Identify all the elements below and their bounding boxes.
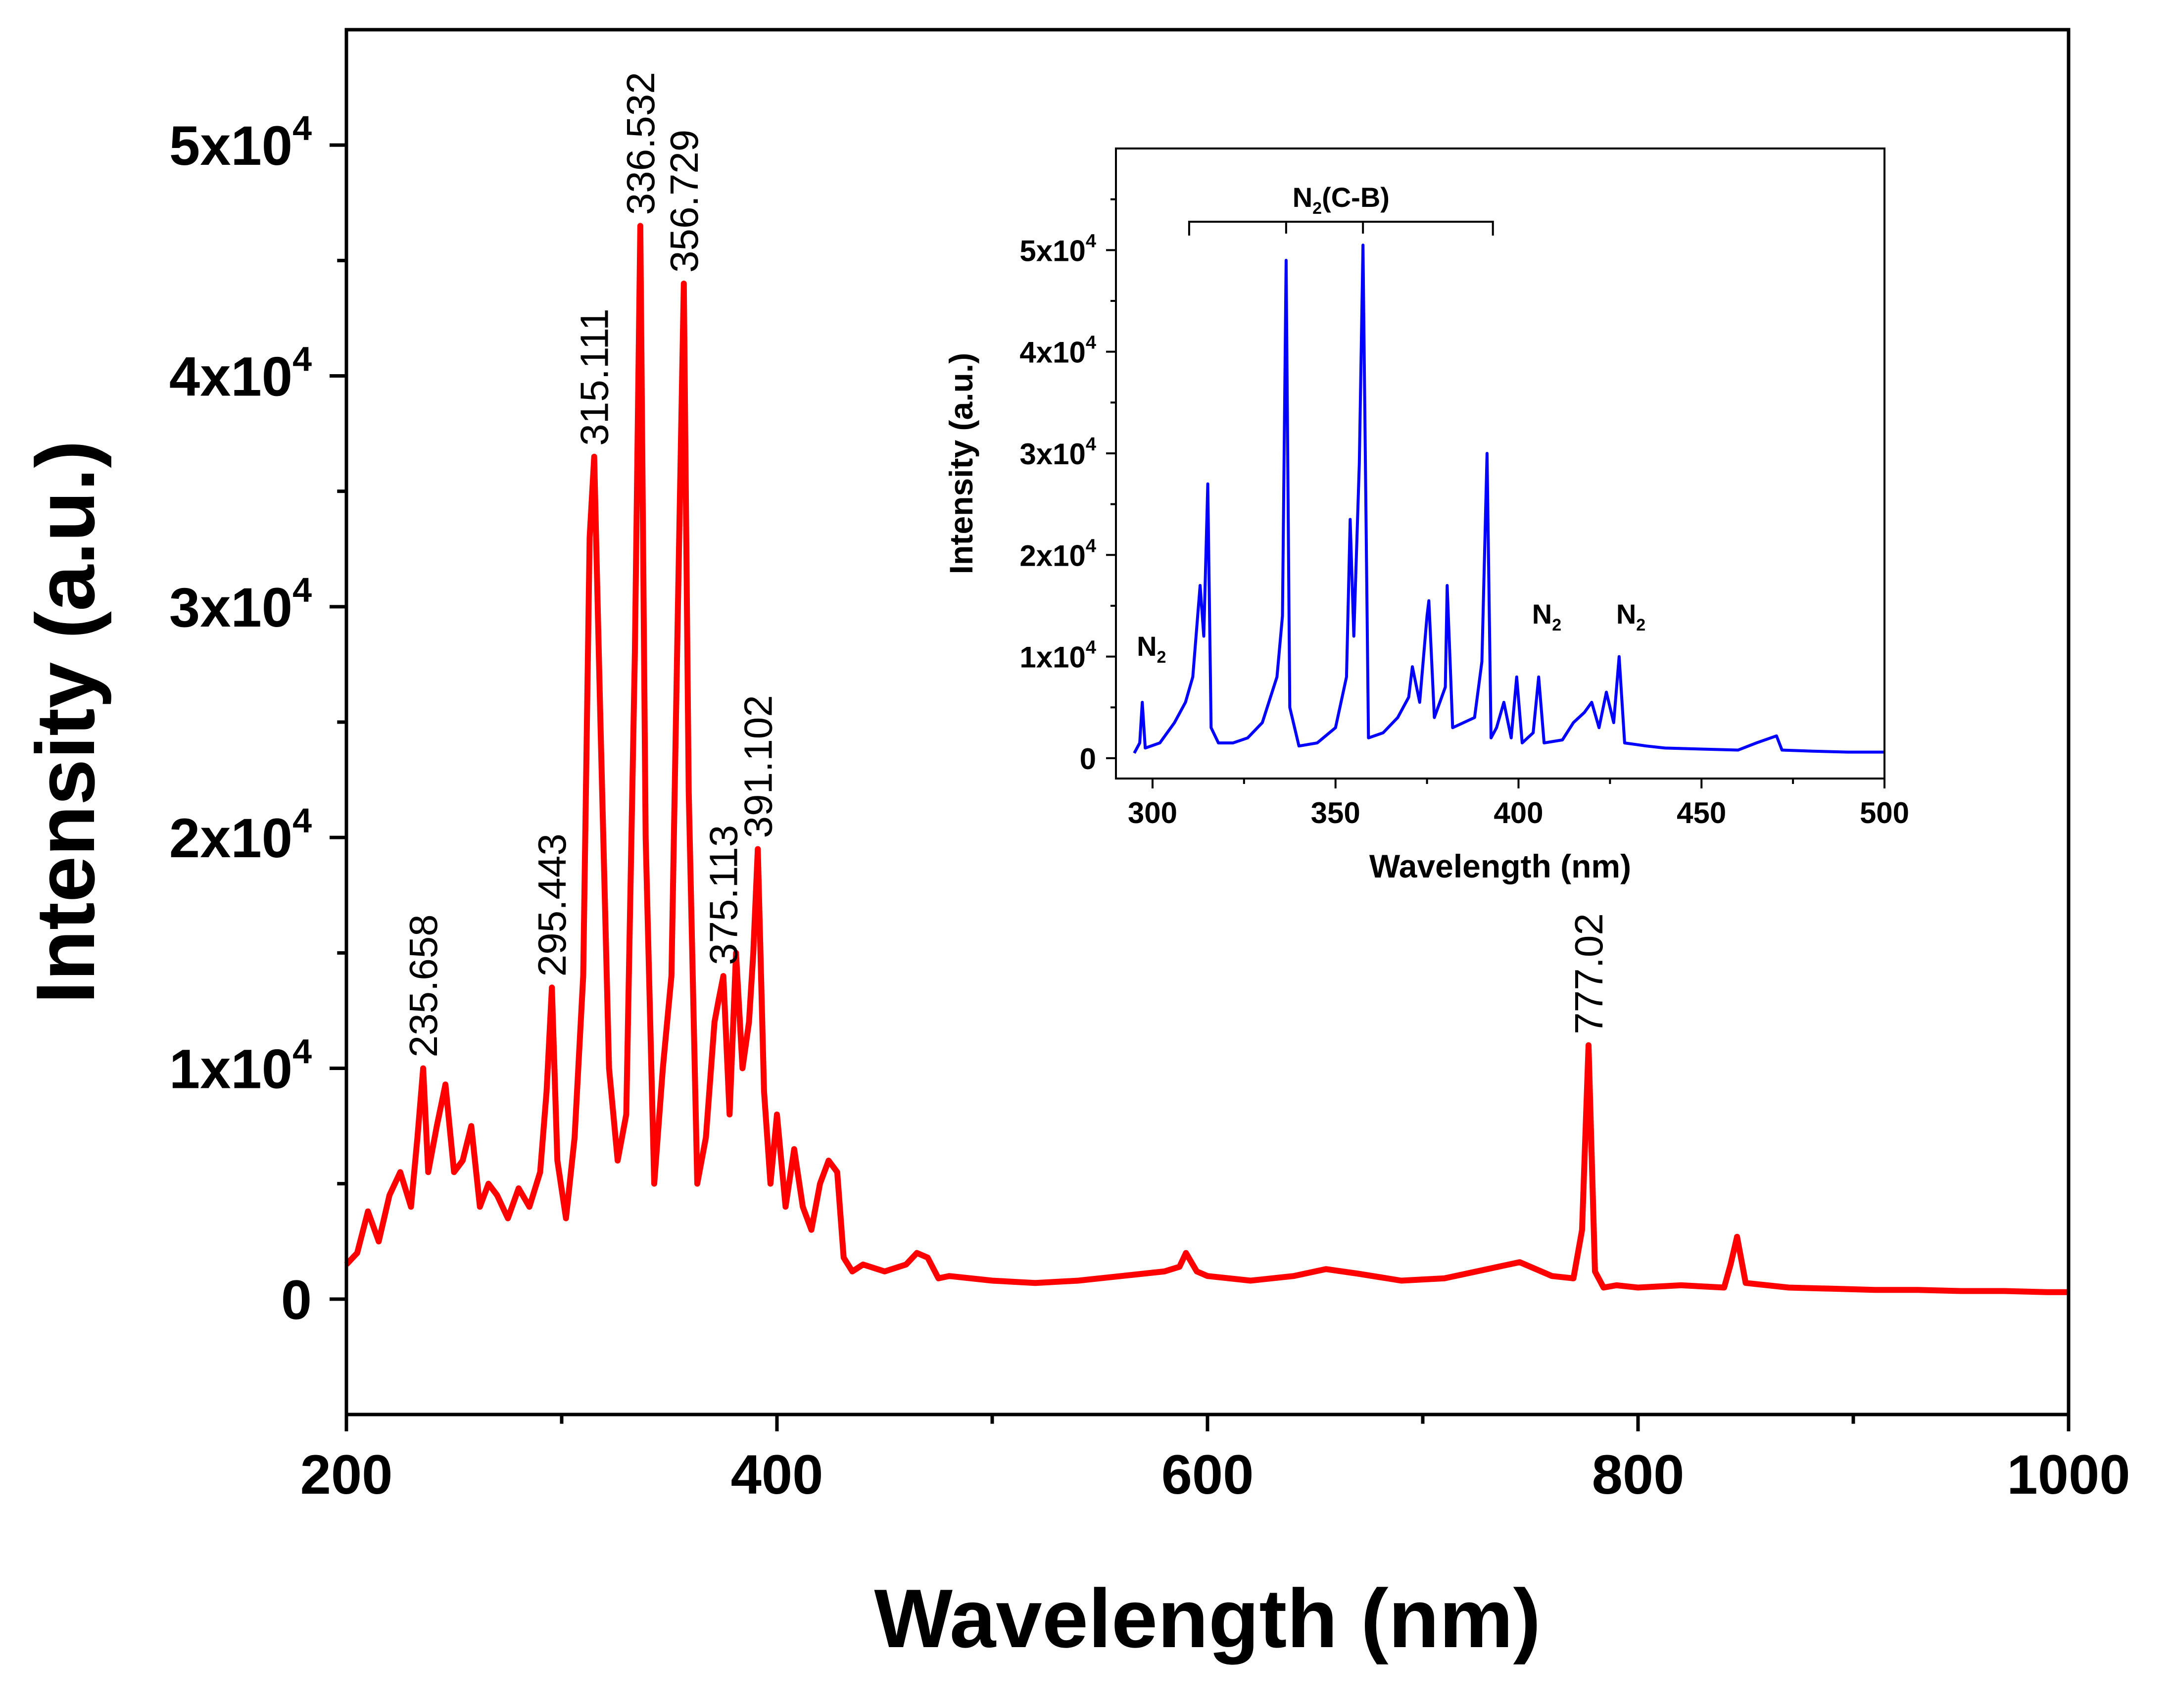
main-tick-labels: 200 400 600 800 1000 0 1x104 2x104 3x104 4x104 5x1… bbox=[169, 109, 2130, 1506]
inset-ytick-label: 3x104 bbox=[1019, 434, 1096, 471]
inset-plot: N2(C-B) N2 N2 N2 300 350 400 450 500 0 1x104 2x10… bbox=[943, 147, 1909, 884]
inset-xtick-label: 400 bbox=[1494, 796, 1543, 830]
n2-annotation: N2 bbox=[1616, 598, 1645, 634]
main-xtick-label: 400 bbox=[731, 1444, 823, 1506]
n2-annotation: N2 bbox=[1137, 631, 1166, 667]
main-xtick-label: 600 bbox=[1161, 1444, 1254, 1506]
bracket-label: N2(C-B) bbox=[1293, 182, 1390, 218]
peak-label: 295.443 bbox=[530, 833, 574, 976]
inset-xtick-label: 500 bbox=[1860, 796, 1909, 830]
inset-n2-cb-bracket: N2(C-B) bbox=[1188, 182, 1494, 236]
main-ytick-label: 2x104 bbox=[169, 801, 312, 869]
inset-tick-labels: 300 350 400 450 500 0 1x104 2x104 3x104 4x104 5x10… bbox=[1019, 231, 1909, 830]
peak-label: 356.729 bbox=[662, 130, 706, 273]
n2-annotation: N2 bbox=[1532, 598, 1561, 634]
main-spectrum-line bbox=[344, 223, 2069, 1295]
inset-ytick-label: 5x104 bbox=[1019, 231, 1096, 267]
main-x-axis-title: Wavelength (nm) bbox=[874, 1572, 1541, 1665]
inset-ytick-label: 2x104 bbox=[1019, 536, 1096, 572]
inset-x-axis-title: Wavelength (nm) bbox=[1369, 848, 1631, 884]
peak-label: 235.658 bbox=[401, 914, 445, 1057]
peak-label: 777.02 bbox=[1567, 913, 1611, 1034]
inset-annotations: N2 N2 N2 bbox=[1137, 598, 1645, 667]
main-y-axis-title: Intensity (a.u.) bbox=[19, 440, 112, 1004]
main-axes-frame bbox=[344, 28, 2071, 1416]
inset-axes-frame bbox=[1115, 147, 1885, 780]
inset-xtick-label: 350 bbox=[1311, 796, 1360, 830]
peak-label: 315.111 bbox=[573, 308, 617, 445]
main-xtick-label: 800 bbox=[1592, 1444, 1685, 1506]
peak-label: 336.532 bbox=[619, 72, 663, 215]
inset-xtick-label: 300 bbox=[1128, 796, 1177, 830]
main-ytick-label: 4x104 bbox=[169, 340, 312, 408]
inset-spectrum-line bbox=[1133, 244, 1884, 754]
inset-ytick-label: 0 bbox=[1080, 742, 1096, 776]
main-ytick-label: 5x104 bbox=[169, 109, 312, 177]
inset-y-axis-title: Intensity (a.u.) bbox=[943, 353, 979, 574]
inset-ytick-label: 1x104 bbox=[1019, 637, 1096, 674]
main-xtick-label: 200 bbox=[300, 1444, 393, 1506]
peak-label: 375.113 bbox=[702, 825, 746, 965]
main-ytick-label: 0 bbox=[281, 1269, 312, 1331]
inset-ytick-label: 4x104 bbox=[1019, 333, 1096, 369]
main-ytick-label: 1x104 bbox=[169, 1032, 312, 1100]
main-xtick-label: 1000 bbox=[2007, 1444, 2130, 1506]
inset-xtick-label: 450 bbox=[1677, 796, 1726, 830]
bracket-line bbox=[1188, 221, 1494, 236]
inset-ticks bbox=[1106, 198, 1885, 788]
peak-label: 391.102 bbox=[736, 695, 780, 838]
main-ytick-label: 3x104 bbox=[169, 571, 312, 638]
